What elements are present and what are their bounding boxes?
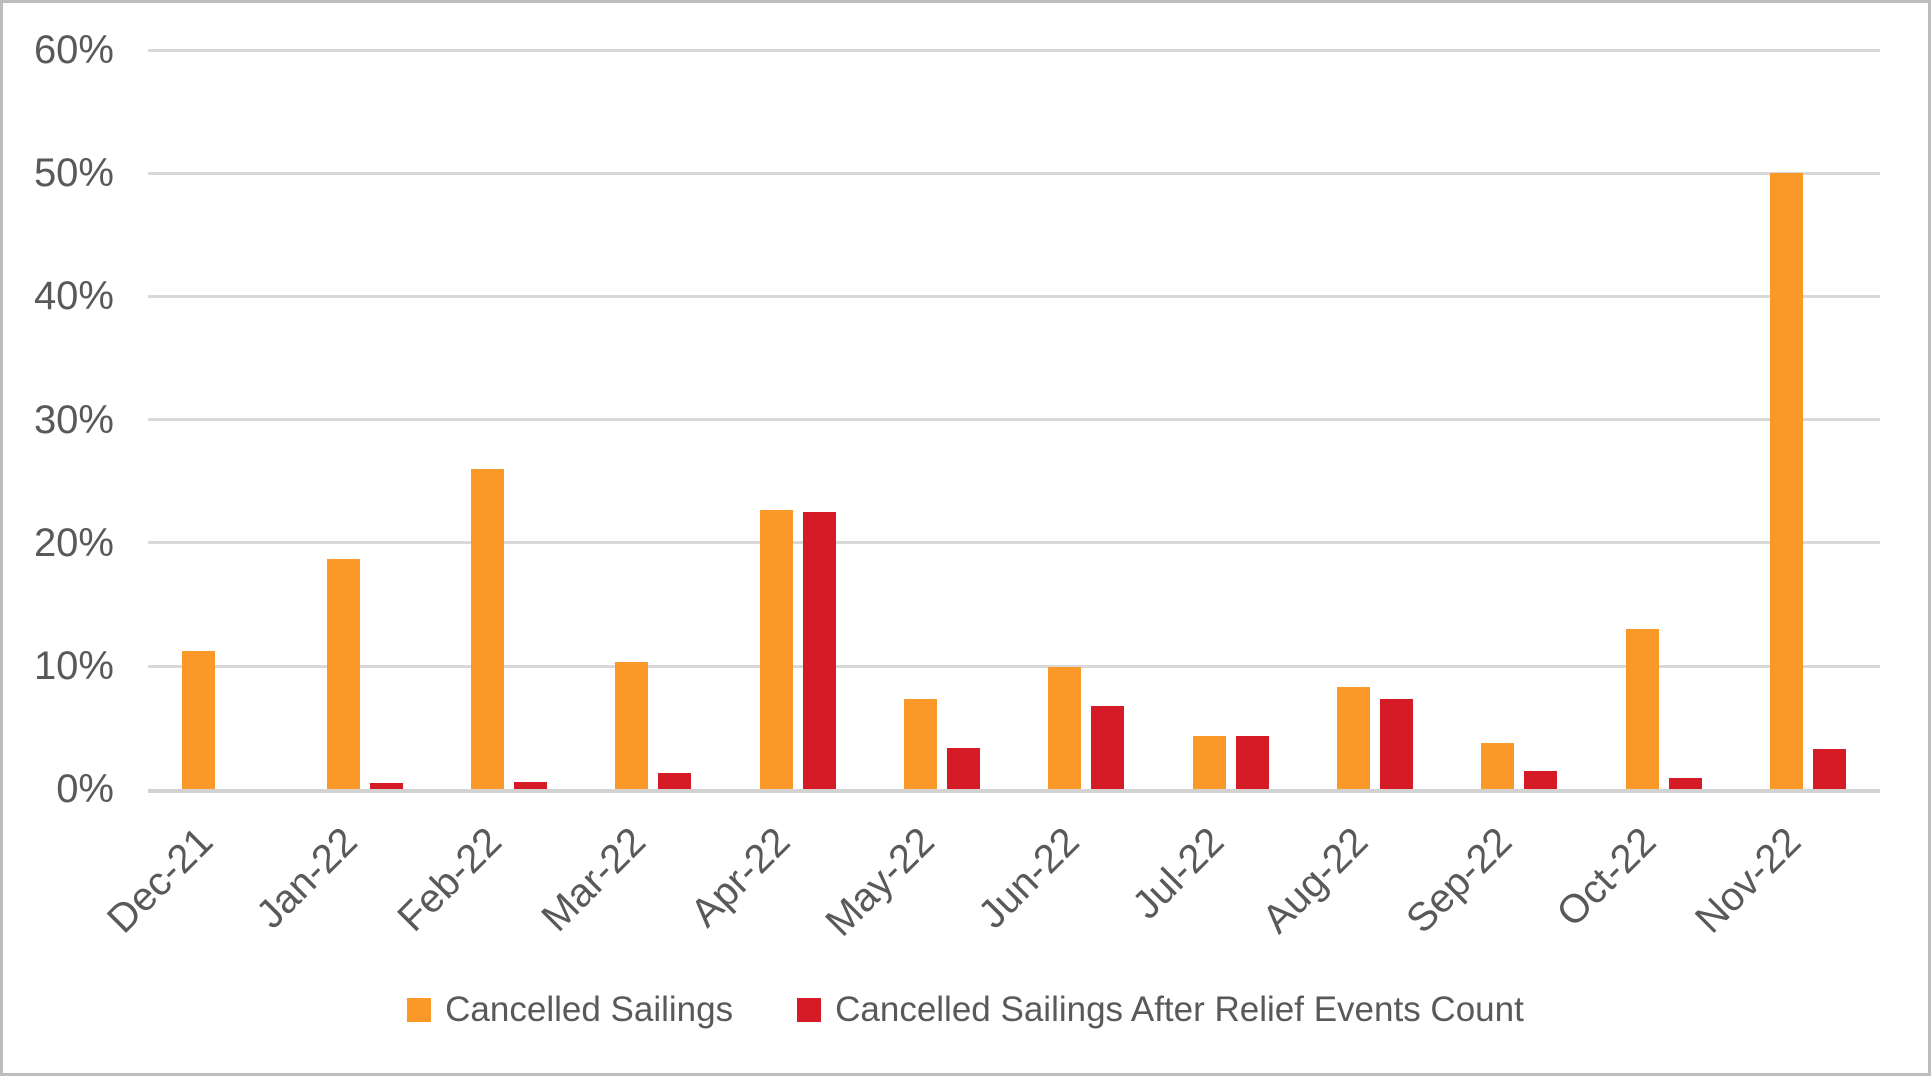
bar-cancelled-may-22	[903, 699, 937, 790]
gridline	[148, 294, 1880, 298]
x-axis-tick-label: Sep-22	[1398, 819, 1521, 942]
gridline	[148, 664, 1880, 668]
y-axis-tick-label: 60%	[33, 28, 114, 72]
x-axis-line	[148, 789, 1880, 794]
legend-label: Cancelled Sailings After Relief Events C…	[835, 990, 1524, 1029]
bar-cancelled-jul-22	[1192, 736, 1226, 790]
y-axis-tick-label: 20%	[33, 520, 114, 565]
bar-cancelled-dec-21	[182, 651, 216, 790]
bar-after-relief-may-22	[946, 747, 980, 790]
x-axis-tick-label: Oct-22	[1548, 819, 1665, 936]
legend-item-cancelled-after-relief: Cancelled Sailings After Relief Events C…	[797, 990, 1524, 1030]
x-axis-tick-label: Apr-22	[682, 819, 799, 936]
bar-cancelled-feb-22	[470, 468, 504, 790]
x-axis-tick-label: Nov-22	[1686, 819, 1810, 942]
y-axis-tick-label: 10%	[33, 644, 114, 689]
y-axis-tick-label: 40%	[33, 274, 114, 319]
bar-cancelled-mar-22	[615, 662, 649, 790]
bar-after-relief-apr-22	[802, 512, 836, 790]
bar-after-relief-jan-22	[369, 783, 403, 790]
bar-after-relief-feb-22	[513, 782, 547, 790]
y-axis-tick-label: 0%	[56, 767, 114, 812]
x-axis-tick-label: Aug-22	[1253, 819, 1377, 942]
x-axis-tick-label: Jul-22	[1123, 819, 1232, 928]
x-axis-tick-label: Mar-22	[533, 819, 655, 940]
x-axis-tick-label: May-22	[817, 819, 944, 945]
gridline	[148, 48, 1880, 52]
legend-item-cancelled-sailings: Cancelled Sailings	[407, 990, 733, 1030]
bar-cancelled-apr-22	[759, 509, 793, 790]
gridline	[148, 541, 1880, 545]
bar-after-relief-mar-22	[658, 773, 692, 790]
x-axis-tick-label: Jan-22	[248, 819, 366, 937]
x-axis-tick-label: Dec-21	[99, 819, 222, 942]
bar-after-relief-jul-22	[1235, 736, 1269, 790]
bar-after-relief-oct-22	[1668, 778, 1702, 790]
gridline	[148, 418, 1880, 422]
bar-cancelled-aug-22	[1336, 687, 1370, 790]
x-axis-tick-label: Jun-22	[969, 819, 1088, 937]
legend: Cancelled Sailings Cancelled Sailings Af…	[0, 990, 1931, 1030]
x-axis-tick-label: Feb-22	[389, 819, 511, 941]
legend-label: Cancelled Sailings	[445, 990, 734, 1029]
y-axis-tick-label: 30%	[33, 397, 114, 442]
bar-after-relief-aug-22	[1379, 699, 1413, 790]
legend-swatch-red	[797, 998, 822, 1022]
bar-cancelled-jan-22	[326, 558, 360, 790]
bar-cancelled-oct-22	[1625, 629, 1659, 790]
bar-cancelled-nov-22	[1769, 173, 1803, 790]
bar-cancelled-jun-22	[1048, 667, 1082, 790]
gridline	[148, 171, 1880, 175]
y-axis-tick-label: 50%	[33, 151, 114, 196]
legend-swatch-orange	[407, 998, 432, 1022]
bar-after-relief-nov-22	[1812, 748, 1846, 790]
bar-after-relief-jun-22	[1091, 705, 1125, 790]
bar-after-relief-sep-22	[1524, 770, 1558, 790]
bar-cancelled-sep-22	[1481, 742, 1515, 790]
